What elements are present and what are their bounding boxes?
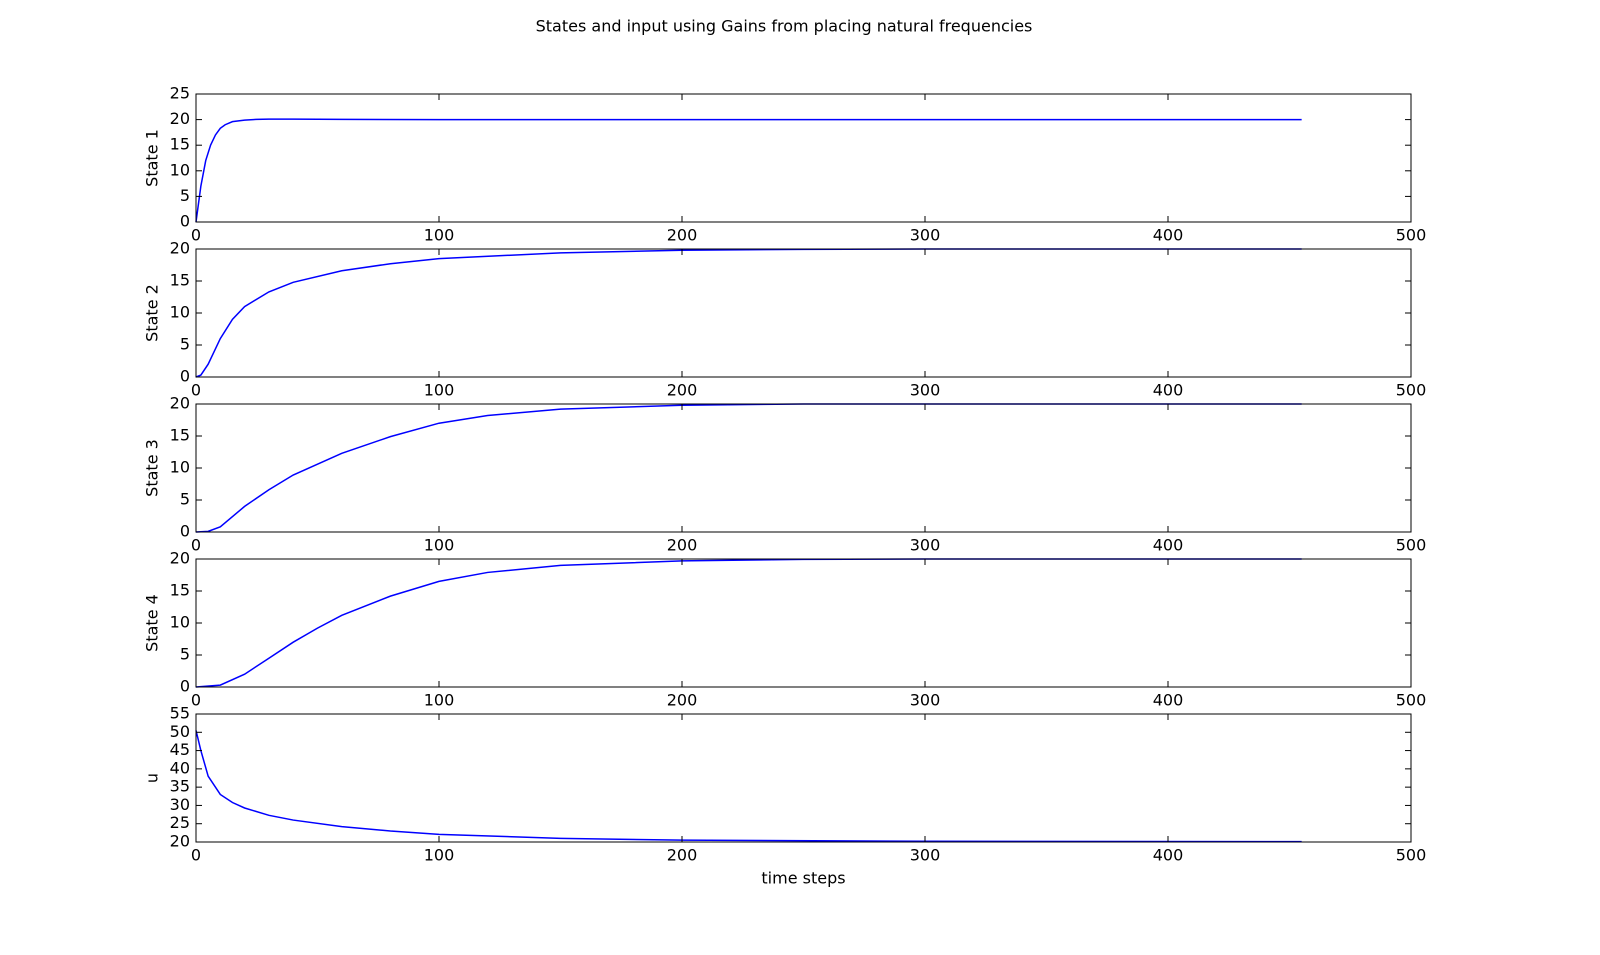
x-tick-label: 400 [1153,536,1184,555]
y-tick-label: 15 [170,271,190,290]
x-tick-label: 400 [1153,381,1184,400]
y-tick-label: 5 [180,645,190,664]
x-tick-label: 0 [191,536,201,555]
x-tick-label: 0 [191,381,201,400]
y-tick-label: 10 [170,303,190,322]
y-axis-label: u [143,773,162,783]
figure-title: States and input using Gains from placin… [536,17,1033,36]
x-tick-label: 500 [1396,226,1427,245]
y-tick-label: 0 [180,677,190,696]
x-tick-label: 500 [1396,381,1427,400]
y-axis-label: State 2 [143,284,162,342]
y-tick-label: 0 [180,367,190,386]
y-tick-label: 55 [170,704,190,723]
x-axis-label: time steps [761,869,845,888]
axes-frame [195,713,1412,843]
x-tick-label: 100 [424,226,455,245]
x-tick-label: 300 [910,691,941,710]
y-tick-label: 5 [180,490,190,509]
x-tick-label: 300 [910,846,941,865]
y-tick-label: 40 [170,758,190,777]
y-tick-label: 10 [170,613,190,632]
x-tick-label: 0 [191,846,201,865]
x-tick-label: 300 [910,226,941,245]
y-tick-label: 20 [170,109,190,128]
x-tick-label: 200 [667,691,698,710]
x-tick-label: 200 [667,846,698,865]
y-tick-label: 5 [180,335,190,354]
data-line [195,118,1302,223]
y-tick-label: 50 [170,722,190,741]
x-tick-label: 500 [1396,846,1427,865]
y-tick-label: 20 [170,239,190,258]
x-tick-label: 0 [191,691,201,710]
axes-frame [195,93,1412,223]
y-tick-label: 20 [170,832,190,851]
x-tick-label: 100 [424,381,455,400]
x-tick-label: 500 [1396,691,1427,710]
y-tick-label: 45 [170,740,190,759]
y-tick-label: 5 [180,186,190,205]
y-tick-label: 25 [170,84,190,103]
x-tick-label: 200 [667,536,698,555]
y-tick-label: 0 [180,212,190,231]
x-tick-label: 200 [667,226,698,245]
x-tick-label: 300 [910,381,941,400]
x-tick-label: 400 [1153,226,1184,245]
y-tick-label: 35 [170,777,190,796]
y-tick-label: 25 [170,813,190,832]
y-tick-label: 0 [180,522,190,541]
x-tick-label: 100 [424,536,455,555]
y-axis-label: State 1 [143,129,162,187]
y-tick-label: 15 [170,581,190,600]
y-tick-label: 30 [170,795,190,814]
y-tick-label: 20 [170,549,190,568]
y-tick-label: 10 [170,160,190,179]
x-tick-label: 100 [424,846,455,865]
x-tick-label: 500 [1396,536,1427,555]
y-tick-label: 20 [170,394,190,413]
x-tick-label: 100 [424,691,455,710]
x-tick-label: 400 [1153,691,1184,710]
y-tick-label: 15 [170,426,190,445]
x-tick-label: 300 [910,536,941,555]
x-tick-label: 400 [1153,846,1184,865]
y-axis-label: State 4 [143,594,162,652]
y-tick-label: 15 [170,135,190,154]
y-axis-label: State 3 [143,439,162,497]
data-line [195,558,1302,688]
y-tick-label: 10 [170,458,190,477]
data-line [195,730,1302,843]
x-tick-label: 0 [191,226,201,245]
x-tick-label: 200 [667,381,698,400]
